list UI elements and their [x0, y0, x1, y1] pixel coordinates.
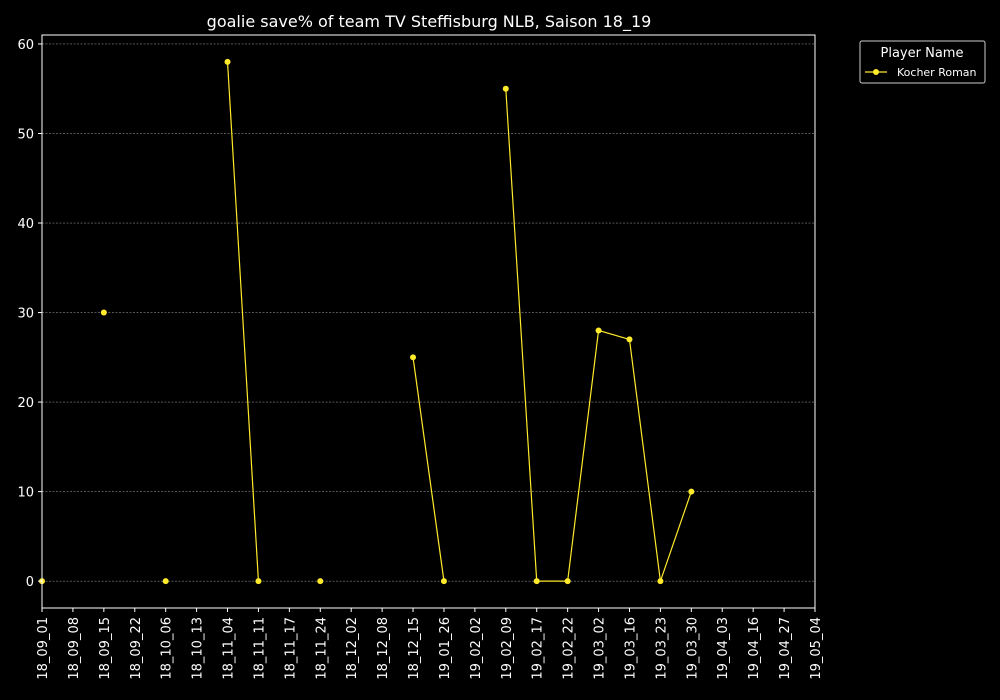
- data-point: [533, 578, 540, 585]
- x-tick-label: 19_03_23: [654, 617, 669, 680]
- x-tick-label: 19_01_26: [438, 617, 453, 680]
- x-tick-label: 19_05_04: [809, 617, 824, 680]
- x-tick-label: 18_09_22: [129, 617, 144, 680]
- data-point: [440, 578, 447, 585]
- y-tick-label: 10: [17, 486, 34, 501]
- data-point: [224, 58, 231, 65]
- series-layer: [39, 58, 695, 585]
- x-tick-label: 19_02_17: [531, 617, 546, 680]
- x-tick-label: 19_03_16: [623, 617, 638, 680]
- x-tick-label: 18_11_24: [314, 617, 329, 680]
- x-tick-label: 18_12_15: [407, 617, 422, 680]
- x-tick-label: 18_09_01: [36, 617, 51, 680]
- x-tick-label: 19_04_16: [747, 617, 762, 680]
- x-tick-label: 18_09_15: [98, 617, 113, 680]
- x-tick-label: 18_10_13: [191, 617, 206, 680]
- y-tick-label: 60: [17, 38, 34, 53]
- y-tick-label: 40: [17, 217, 34, 232]
- data-point: [657, 578, 664, 585]
- data-point: [626, 336, 633, 343]
- data-point: [162, 578, 169, 585]
- x-tick-label: 18_09_08: [67, 617, 82, 680]
- data-point: [564, 578, 571, 585]
- legend-marker-swatch: [873, 69, 879, 75]
- data-point: [410, 354, 417, 361]
- legend-box: [859, 40, 986, 84]
- x-tick-label: 18_11_17: [283, 617, 298, 680]
- x-tick-label: 18_11_04: [222, 617, 237, 680]
- data-point: [688, 488, 695, 495]
- y-tick-label: 0: [26, 575, 34, 590]
- legend-series-label: Kocher Roman: [897, 66, 977, 79]
- legend-title: Player Name: [881, 46, 964, 61]
- y-tick-label: 20: [17, 396, 34, 411]
- x-tick-label: 19_04_27: [778, 617, 793, 680]
- y-tick-label: 50: [17, 127, 34, 142]
- x-tick-label: 18_12_02: [345, 617, 360, 680]
- x-tick-label: 19_02_09: [500, 617, 515, 680]
- x-tick-label: 18_11_11: [252, 617, 267, 680]
- series-line-segment: [412, 357, 445, 582]
- data-point: [100, 309, 107, 316]
- gridlines: [42, 43, 815, 582]
- legend: Player Name Kocher Roman: [859, 40, 986, 84]
- chart-title: goalie save% of team TV Steffisburg NLB,…: [207, 12, 652, 32]
- y-axis: 0 10 20 30 40 50 60: [17, 38, 42, 590]
- data-point: [502, 85, 509, 92]
- x-axis: 18_09_01 18_09_08 18_09_15 18_09_22 18_10_06…: [36, 608, 824, 680]
- x-tick-label: 19_02_22: [562, 617, 577, 680]
- data-point: [255, 578, 262, 585]
- series-line-segment: [226, 61, 260, 582]
- data-point: [595, 327, 602, 334]
- x-tick-label: 19_04_03: [716, 617, 731, 680]
- y-tick-label: 30: [17, 307, 34, 322]
- plot-frame: [41, 34, 816, 609]
- x-tick-label: 19_03_30: [685, 617, 700, 680]
- data-point: [317, 578, 324, 585]
- x-tick-label: 18_10_06: [160, 617, 175, 680]
- x-tick-label: 19_02_02: [469, 617, 484, 680]
- x-tick-label: 18_12_08: [376, 617, 391, 680]
- x-tick-label: 19_03_02: [593, 617, 608, 680]
